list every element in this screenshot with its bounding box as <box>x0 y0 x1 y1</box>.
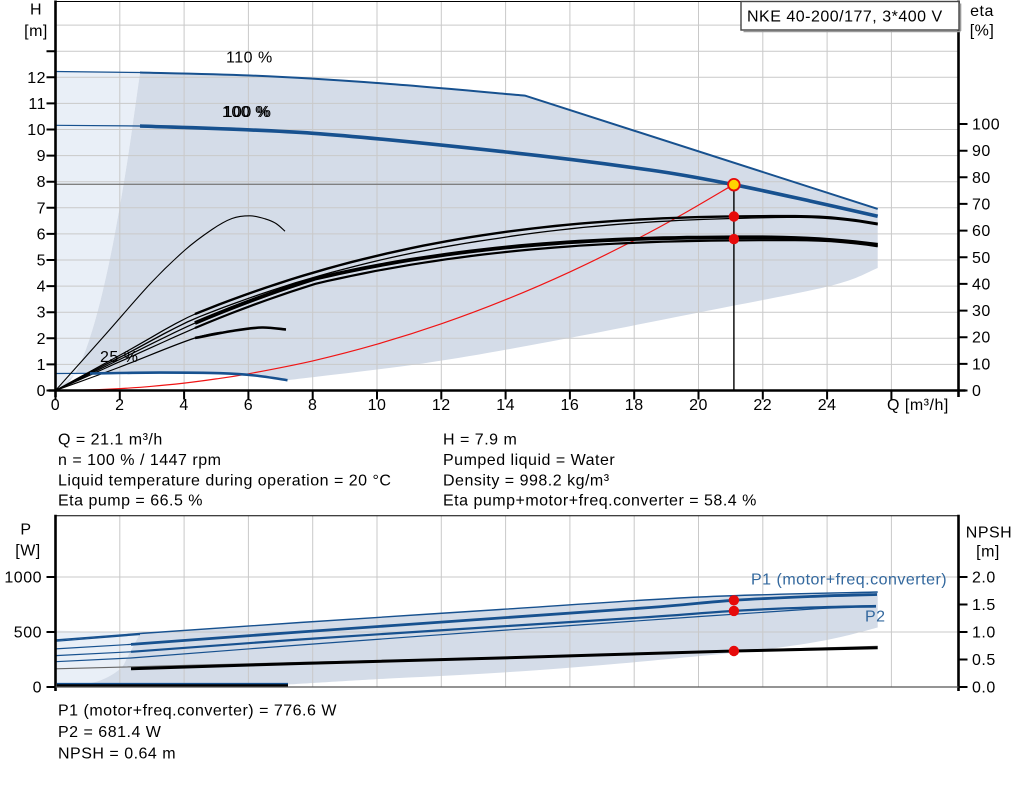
svg-text:18: 18 <box>625 397 644 414</box>
svg-text:40: 40 <box>972 276 991 293</box>
svg-text:8: 8 <box>37 174 46 191</box>
svg-text:P: P <box>20 522 31 539</box>
svg-text:[m]: [m] <box>24 23 48 40</box>
svg-text:14: 14 <box>496 397 515 414</box>
svg-text:7: 7 <box>37 200 46 217</box>
svg-text:4: 4 <box>37 279 46 296</box>
svg-text:110 %: 110 % <box>226 50 273 67</box>
svg-text:0.5: 0.5 <box>972 652 996 669</box>
svg-text:0: 0 <box>51 397 60 414</box>
svg-text:1000: 1000 <box>4 570 42 587</box>
svg-text:5: 5 <box>37 253 46 270</box>
svg-text:P1 (motor+freq.converter): P1 (motor+freq.converter) <box>751 572 947 589</box>
svg-text:80: 80 <box>972 170 991 187</box>
svg-text:22: 22 <box>753 397 772 414</box>
svg-text:100 %: 100 % <box>224 104 272 121</box>
svg-text:70: 70 <box>972 196 991 213</box>
svg-text:[W]: [W] <box>15 543 41 560</box>
svg-text:P2: P2 <box>865 609 886 626</box>
svg-text:10: 10 <box>972 356 991 373</box>
svg-text:30: 30 <box>972 303 991 320</box>
svg-text:60: 60 <box>972 223 991 240</box>
svg-text:20: 20 <box>972 330 991 347</box>
svg-text:H = 7.9 m: H = 7.9 m <box>443 432 517 449</box>
svg-text:Eta pump = 66.5 %: Eta pump = 66.5 % <box>58 493 203 510</box>
svg-text:0: 0 <box>972 383 981 400</box>
svg-text:0: 0 <box>33 680 42 697</box>
svg-text:eta: eta <box>970 3 994 20</box>
svg-text:1.0: 1.0 <box>972 625 996 642</box>
svg-text:0.0: 0.0 <box>972 680 996 697</box>
svg-text:6: 6 <box>244 397 253 414</box>
svg-text:2: 2 <box>115 397 124 414</box>
svg-text:NPSH = 0.64 m: NPSH = 0.64 m <box>58 746 176 763</box>
svg-text:0: 0 <box>37 383 46 400</box>
svg-text:90: 90 <box>972 143 991 160</box>
svg-text:[%]: [%] <box>970 23 995 40</box>
svg-text:100 %: 100 % <box>222 104 270 121</box>
svg-text:n = 100 % / 1447 rpm: n = 100 % / 1447 rpm <box>58 452 221 469</box>
svg-text:Pumped liquid = Water: Pumped liquid = Water <box>443 452 615 469</box>
svg-text:Density = 998.2 kg/m³: Density = 998.2 kg/m³ <box>443 472 610 489</box>
svg-text:NKE 40-200/177, 3*400 V: NKE 40-200/177, 3*400 V <box>747 9 943 26</box>
svg-text:20: 20 <box>689 397 708 414</box>
svg-text:4: 4 <box>179 397 188 414</box>
svg-text:10: 10 <box>368 397 387 414</box>
svg-text:H: H <box>30 2 42 19</box>
svg-text:2: 2 <box>37 331 46 348</box>
svg-text:Q = 21.1 m³/h: Q = 21.1 m³/h <box>58 432 163 449</box>
svg-text:Liquid temperature during oper: Liquid temperature during operation = 20… <box>58 472 391 489</box>
svg-text:P1 (motor+freq.converter) = 77: P1 (motor+freq.converter) = 776.6 W <box>58 703 337 720</box>
svg-text:12: 12 <box>432 397 451 414</box>
svg-text:10: 10 <box>27 122 46 139</box>
svg-text:16: 16 <box>561 397 580 414</box>
svg-text:P2 = 681.4 W: P2 = 681.4 W <box>58 724 162 741</box>
svg-text:100: 100 <box>972 117 1000 134</box>
svg-text:8: 8 <box>308 397 317 414</box>
svg-text:[m]: [m] <box>976 544 1000 561</box>
svg-text:3: 3 <box>37 305 46 322</box>
svg-text:6: 6 <box>37 226 46 243</box>
svg-text:2.0: 2.0 <box>972 570 996 587</box>
svg-text:Q [m³/h]: Q [m³/h] <box>887 397 949 414</box>
svg-text:Eta pump+motor+freq.converter: Eta pump+motor+freq.converter = 58.4 % <box>443 493 757 510</box>
svg-text:12: 12 <box>27 70 46 87</box>
svg-text:11: 11 <box>28 96 46 113</box>
svg-text:1.5: 1.5 <box>972 597 996 614</box>
svg-text:24: 24 <box>818 397 837 414</box>
svg-text:25 %: 25 % <box>100 349 138 366</box>
svg-text:NPSH: NPSH <box>966 525 1012 542</box>
svg-text:500: 500 <box>14 625 42 642</box>
svg-text:50: 50 <box>972 250 991 267</box>
svg-text:1: 1 <box>37 357 46 374</box>
svg-text:9: 9 <box>37 148 46 165</box>
